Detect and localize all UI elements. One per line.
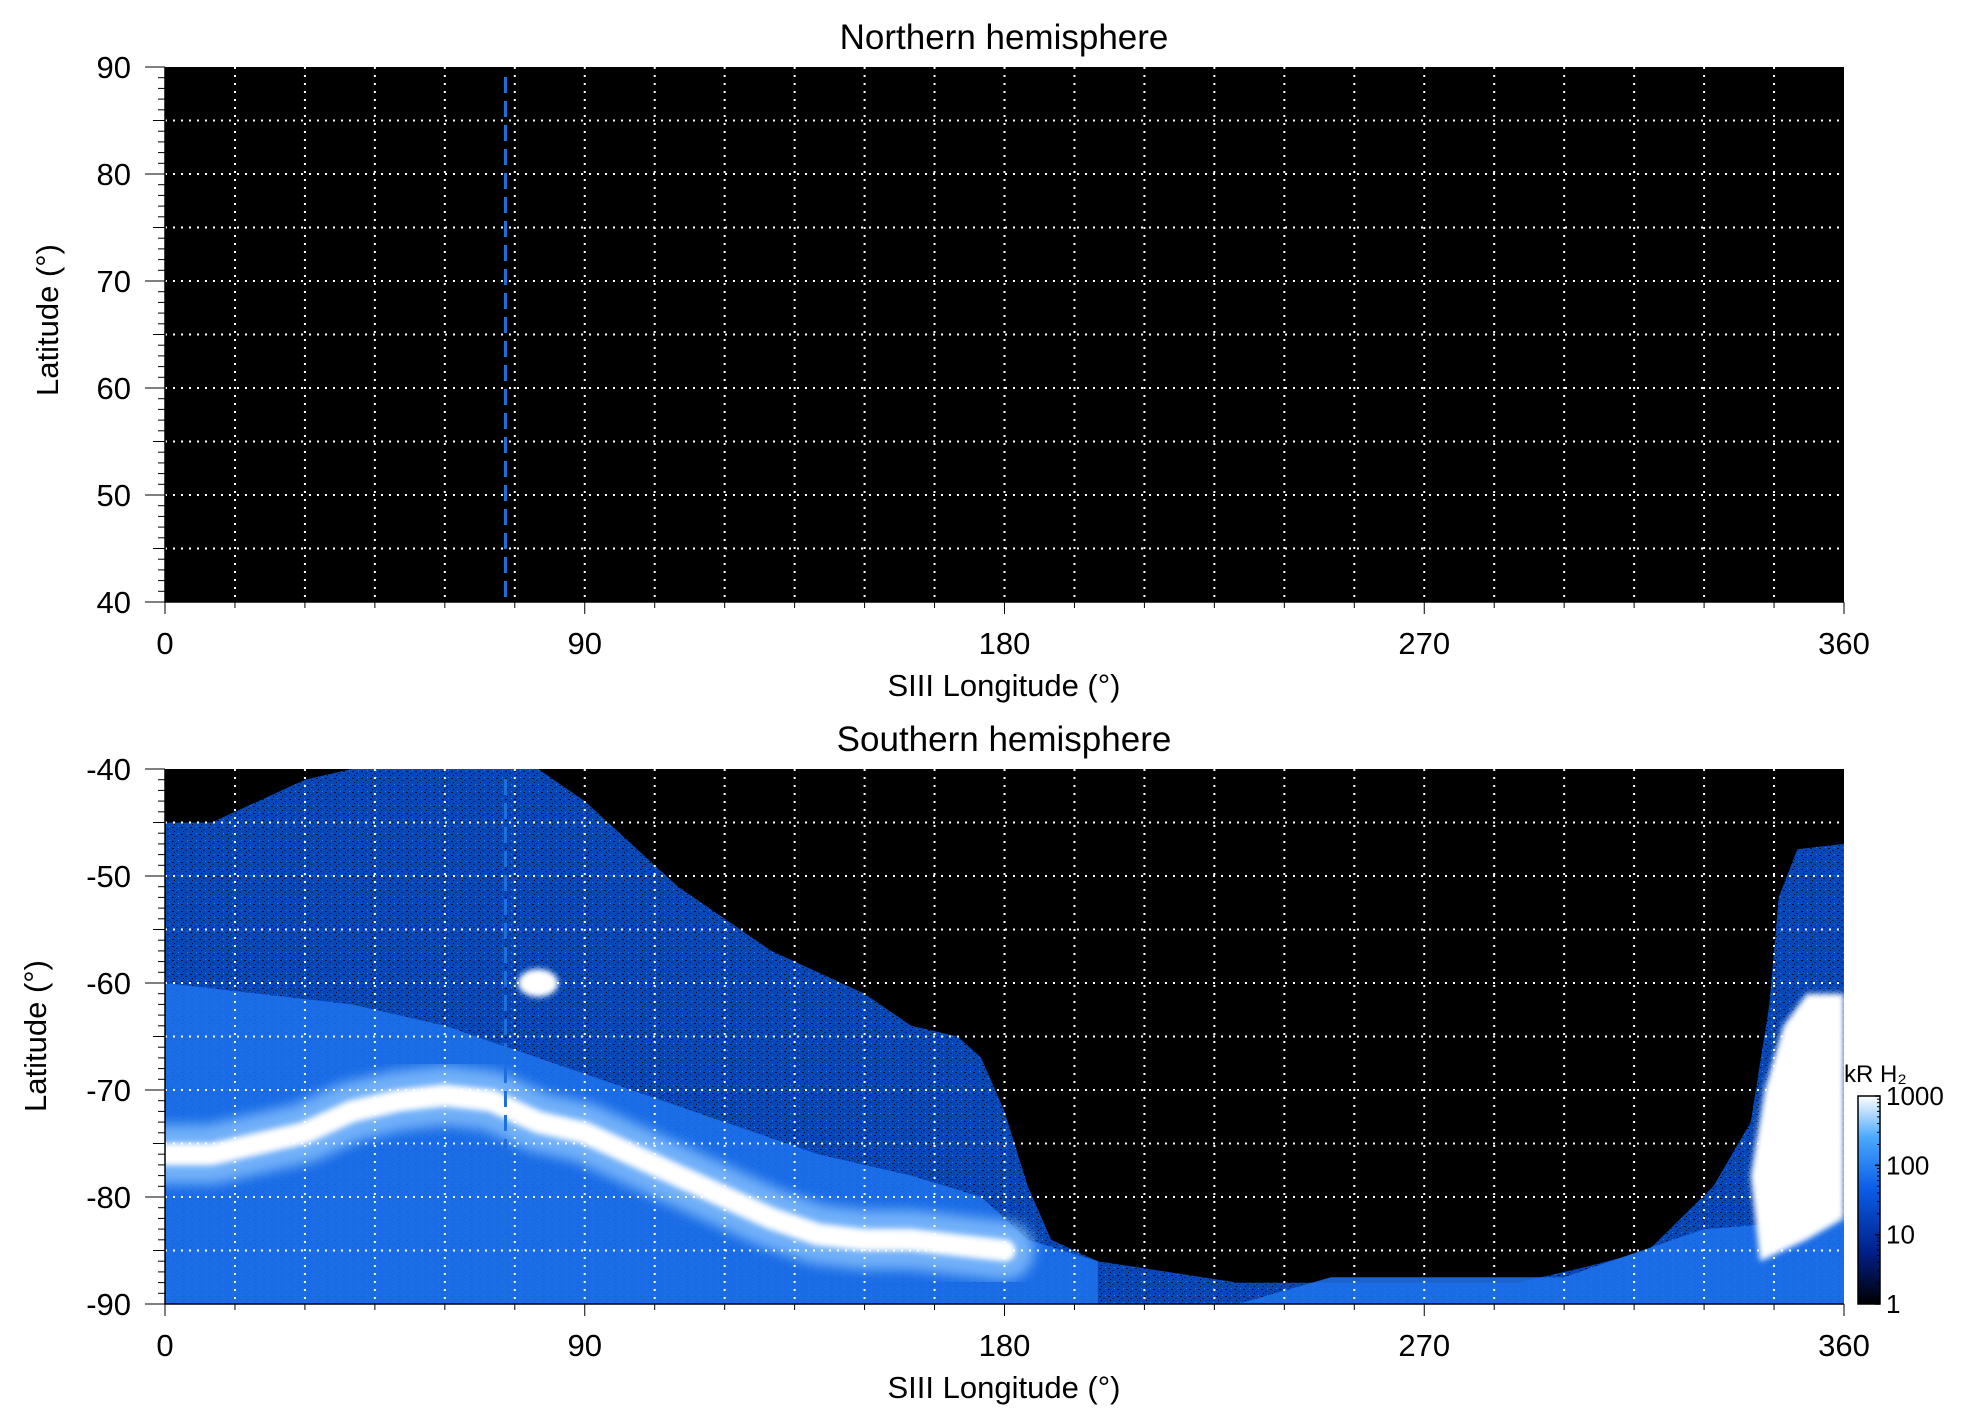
southern-grid [165, 769, 1844, 1304]
x-tick-label: 0 [156, 626, 173, 661]
colorbar-tick-label: 100 [1886, 1150, 1929, 1180]
polar-cap-emission [165, 983, 1844, 1304]
northern-grid [165, 67, 1844, 602]
y-tick-label: -90 [86, 1287, 131, 1322]
y-tick-label: 60 [97, 371, 131, 406]
y-tick-label: -60 [86, 966, 131, 1001]
colorbar-tick-label: 10 [1886, 1220, 1915, 1250]
x-tick-label: 360 [1818, 1328, 1870, 1363]
x-tick-label: 0 [156, 1328, 173, 1363]
x-tick-label: 270 [1398, 1328, 1450, 1363]
northern-panel-title: Northern hemisphere [840, 18, 1169, 57]
southern-axes [145, 768, 1845, 1316]
bright-emission-spot [518, 969, 559, 997]
x-tick-label: 180 [979, 626, 1031, 661]
y-tick-label: 80 [97, 157, 131, 192]
y-tick-label: -70 [86, 1073, 131, 1108]
auroral-oval-core [165, 1084, 1016, 1262]
southern-panel-title: Southern hemisphere [837, 720, 1172, 759]
y-tick-label: 40 [97, 585, 131, 620]
colorbar-gradient [1857, 1095, 1881, 1305]
y-tick-label: 90 [97, 50, 131, 85]
x-tick-label: 90 [568, 1328, 602, 1363]
y-tick-label: 70 [97, 264, 131, 299]
northern-y-axis-label: Latitude (°) [30, 244, 65, 396]
northern-y-tick-labels: 40 50 60 70 80 90 [97, 50, 131, 620]
southern-x-tick-labels: 0 90 180 270 360 [156, 1328, 1869, 1363]
y-tick-label: -50 [86, 859, 131, 894]
northern-x-tick-labels: 0 90 180 270 360 [156, 626, 1869, 661]
x-tick-label: 270 [1398, 626, 1450, 661]
colorbar-label: kR H₂ [1844, 1061, 1907, 1088]
northern-hemisphere-panel: Northern hemisphere 40 50 60 70 80 90 0 90 180 2… [30, 18, 1870, 703]
southern-x-axis-label: SIII Longitude (°) [888, 1370, 1121, 1405]
colorbar-ticks: 1 10 100 1000 [1875, 1081, 1944, 1319]
x-tick-label: 180 [979, 1328, 1031, 1363]
y-tick-label: -40 [86, 752, 131, 787]
southern-y-tick-labels: -40 -50 -60 -70 -80 -90 [86, 752, 131, 1322]
northern-x-axis-label: SIII Longitude (°) [888, 668, 1121, 703]
southern-hemisphere-panel: Southern hemisphere -40 -50 -60 -70 -80 -90 0… [18, 720, 1944, 1405]
y-tick-label: -80 [86, 1180, 131, 1215]
colorbar-tick-label: 1000 [1886, 1081, 1944, 1111]
southern-y-axis-label: Latitude (°) [18, 960, 53, 1112]
x-tick-label: 360 [1818, 626, 1870, 661]
colorbar: kR H₂ 1 10 100 1000 [1844, 1061, 1944, 1319]
colorbar-tick-label: 1 [1886, 1289, 1900, 1319]
northern-axes [145, 66, 1845, 614]
y-tick-label: 50 [97, 478, 131, 513]
x-tick-label: 90 [568, 626, 602, 661]
